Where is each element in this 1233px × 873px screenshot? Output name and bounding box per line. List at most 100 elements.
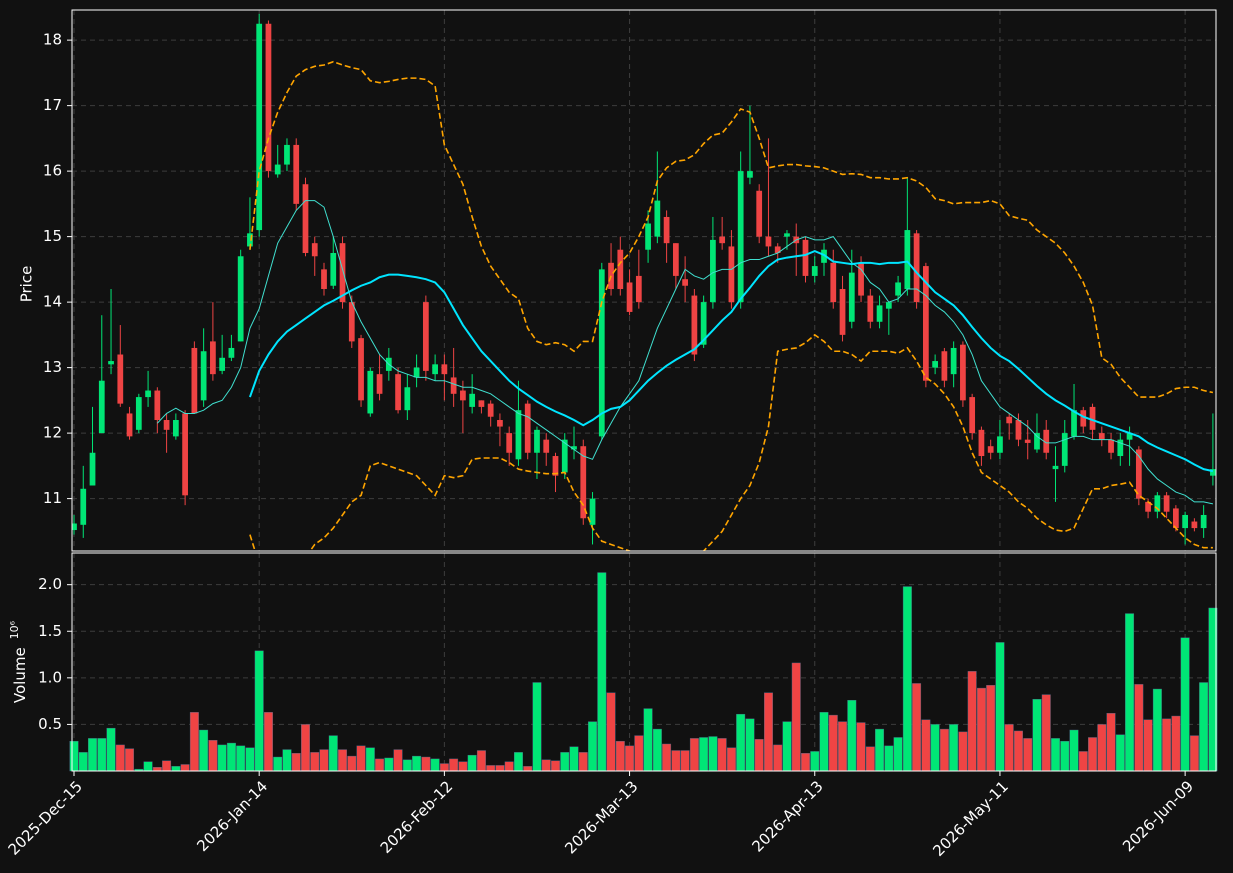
candle-body [228,347,235,358]
candle-body [700,302,707,345]
candle-body [330,252,337,286]
volume-bar [1041,694,1051,772]
volume-bar [736,713,746,772]
volume-bar [1115,734,1125,772]
candle-body [126,413,133,437]
volume-bar [930,724,940,772]
candle-body [1172,508,1179,529]
candle-body [580,446,587,519]
volume-bar [773,744,783,772]
candle-body [367,370,374,414]
volume-bar [78,752,88,772]
candle-body [950,347,957,375]
candle-body [1135,449,1142,499]
candle-body [450,377,457,394]
candle-body [108,361,114,365]
volume-bar [532,682,542,772]
candle-body [339,243,346,303]
volume-bar [199,729,209,772]
candle-body [682,279,688,286]
volume-bar [97,738,107,772]
volume-bar [615,740,625,772]
volume-bar [162,760,172,772]
volume-bar [384,757,394,772]
volume-bar [319,749,329,772]
volume-bar [115,744,125,772]
candle-body [645,223,651,250]
candle-body [987,446,994,453]
candle-body [654,200,661,237]
volume-bar [226,742,236,772]
candle-body [376,374,383,394]
volume-bar [717,738,727,772]
volume-bar [125,748,135,772]
candle-body [719,236,726,244]
candle-body [80,488,87,525]
candle-body [460,390,466,401]
candle-body [904,230,911,290]
volume-bar [578,752,588,772]
volume-bar [662,743,672,772]
volume-bar [1032,699,1042,772]
candle-body [1163,495,1170,512]
volume-bar [726,747,736,772]
volume-bar [652,728,662,772]
candle-body [515,410,522,460]
candle-body [441,364,448,375]
volume-bar [236,745,246,772]
candle-body [885,302,892,309]
candle-body [1182,514,1188,529]
volume-bar [495,765,505,772]
volume-bar [1143,719,1153,772]
y-tick-label: 12 [43,424,62,442]
volume-bar [365,747,375,772]
candle-body [265,23,272,172]
candle-body [404,387,411,411]
volume-bar [282,749,292,772]
candle-body [978,429,985,457]
volume-bar [708,736,718,772]
volume-panel [69,572,1218,772]
y-scale-label: 10⁶ [8,620,21,639]
volume-bar [458,761,468,772]
volume-bar [171,766,181,772]
volume-bar [486,765,496,772]
candle-body [1154,495,1161,512]
candle-body [737,171,744,303]
candle-body [395,374,401,411]
candle-body [237,256,244,342]
candle-body [117,354,124,404]
candle-body [802,239,809,276]
candle-body [1098,433,1105,440]
volume-bar [976,687,986,772]
price-panel [72,13,1216,551]
candle-body [960,344,966,401]
volume-bar [273,756,283,772]
volume-bar [551,760,560,772]
volume-bar [625,745,635,772]
volume-bar [884,745,894,772]
volume-bar [1051,738,1060,772]
candle-body [765,236,772,247]
volume-bar [810,751,820,772]
y-tick-label: 16 [43,162,62,180]
candle-body [867,295,874,322]
volume-bar [1014,730,1023,772]
candle-body [302,184,309,253]
volume-bar [606,692,616,772]
volume-bar [1023,738,1033,772]
volume-bar [569,746,579,772]
volume-bar [634,735,644,772]
candle-body [182,413,188,496]
candle-body [710,239,716,303]
candle-body [830,262,837,303]
overlay-line [156,200,1214,505]
volume-bar [754,739,764,772]
y-tick-label: 1.0 [38,668,62,686]
candle-body [321,269,327,290]
candle-body [284,144,290,165]
candle-body [293,144,300,204]
candle-body [1089,406,1096,430]
candle-body [635,275,642,303]
